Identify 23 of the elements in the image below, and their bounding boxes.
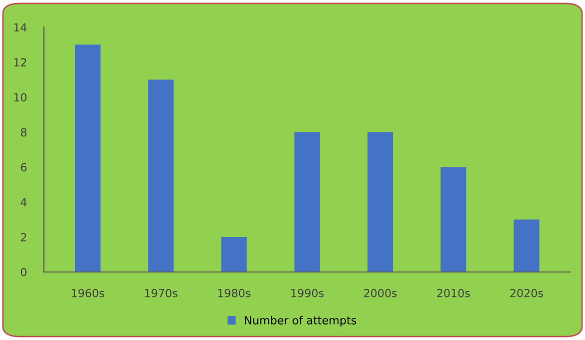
y-tick-label: 0 — [20, 268, 26, 276]
y-tick-label: 12 — [14, 58, 26, 66]
y-tick-label: 14 — [14, 23, 27, 32]
y-tick-label: 2 — [20, 233, 26, 242]
x-tick-label: 1970s — [145, 288, 178, 298]
legend-label: Number of attempts — [244, 316, 356, 327]
bar — [367, 132, 394, 272]
y-tick-label: 10 — [14, 93, 26, 102]
bar — [440, 167, 466, 272]
bar — [514, 220, 540, 272]
x-tick-label: 2010s — [437, 288, 470, 298]
x-tick-label: 1990s — [291, 288, 324, 298]
x-tick-label: 1980s — [218, 288, 250, 298]
bar — [148, 80, 174, 272]
y-tick-label: 8 — [20, 128, 26, 136]
bar — [221, 237, 247, 272]
x-tick-label: 1960s — [72, 288, 104, 298]
x-tick-label: 2020s — [510, 288, 543, 298]
y-tick-label: 4 — [20, 198, 27, 206]
y-tick-label: 6 — [20, 163, 27, 172]
bar — [294, 132, 320, 272]
bar — [74, 44, 101, 272]
x-tick-label: 2000s — [364, 288, 397, 298]
